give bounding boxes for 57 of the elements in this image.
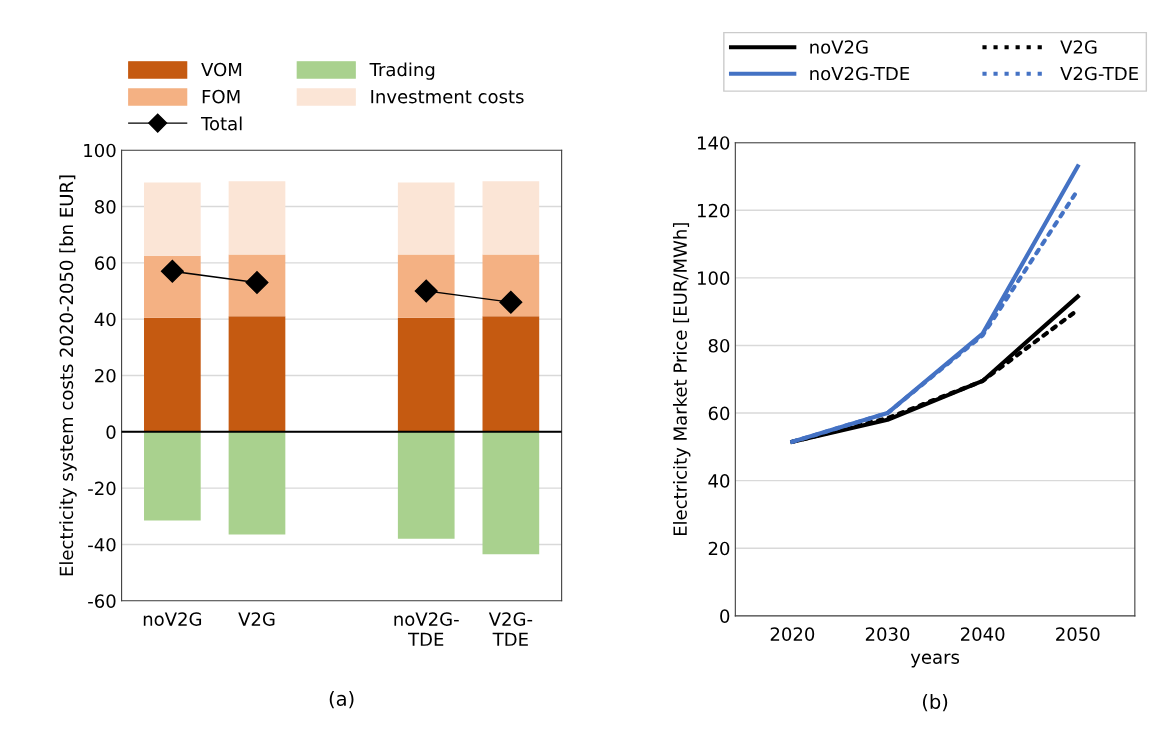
y-tick-label: 100	[84, 143, 116, 158]
legend-label: V2G-TDE	[1060, 66, 1138, 81]
y-tick-label: 20	[708, 541, 730, 556]
y-tick-label: 0	[106, 425, 116, 439]
x-tick-label: 2040	[960, 627, 1005, 641]
y-tick-label: 40	[94, 312, 116, 327]
legend-label: V2G	[1060, 40, 1097, 54]
legend-label: noV2G-TDE	[810, 66, 910, 81]
text: (a)	[329, 690, 354, 709]
x-tick-label: 2020	[770, 627, 815, 641]
bar	[228, 431, 286, 535]
y-tick-label: 140	[697, 136, 730, 150]
point	[160, 259, 184, 283]
y-tick-label: -60	[88, 594, 116, 608]
bar	[228, 254, 286, 317]
x-tick-label: 2030	[865, 627, 910, 641]
bar	[228, 181, 286, 255]
legend-label: Total	[200, 116, 242, 131]
y-tick-label: 20	[95, 368, 116, 383]
legend-label: Investment costs	[371, 90, 524, 104]
y-axis-title: Electricity system costs 2020-2050 [bn EUR]	[59, 175, 77, 576]
bar	[482, 431, 540, 555]
legend-label: VOM	[201, 62, 242, 77]
y-tick-label: -40	[88, 537, 116, 552]
bar	[397, 254, 455, 318]
legend-label: FOM	[202, 89, 240, 104]
bar	[397, 317, 455, 432]
x-tick-label: noV2G-TDE	[394, 612, 459, 646]
bar	[228, 316, 286, 432]
x-axis-title: years	[910, 653, 960, 668]
bar	[482, 316, 540, 432]
bar	[144, 431, 201, 521]
legend-label: Trading	[369, 62, 435, 80]
y-tick-label: -20	[88, 481, 116, 496]
bar	[482, 181, 540, 255]
y-tick-label: 60	[95, 256, 116, 270]
bar	[397, 182, 455, 255]
text: (b)	[923, 693, 948, 712]
y-tick-label: 80	[94, 199, 116, 214]
bar	[397, 431, 455, 539]
bar	[144, 255, 201, 318]
bar	[482, 254, 540, 317]
x-tick-label: noV2G	[143, 612, 202, 626]
bar	[144, 182, 201, 256]
x-tick-label: V2G	[238, 612, 275, 626]
bar	[144, 317, 201, 432]
x-tick-label: V2G-TDE	[488, 612, 533, 646]
y-axis-title: Electricity Market Price [EUR/MWh]	[672, 223, 691, 536]
point	[499, 290, 523, 314]
y-tick-label: 120	[697, 203, 730, 218]
y-tick-label: 80	[708, 338, 730, 353]
y-tick-label: 40	[708, 474, 730, 488]
y-tick-label: 60	[708, 406, 730, 421]
y-tick-label: 0	[720, 609, 730, 623]
y-tick-label: 100	[697, 271, 730, 285]
x-tick-label: 2050	[1056, 627, 1100, 641]
legend-label: noV2G	[810, 40, 868, 54]
